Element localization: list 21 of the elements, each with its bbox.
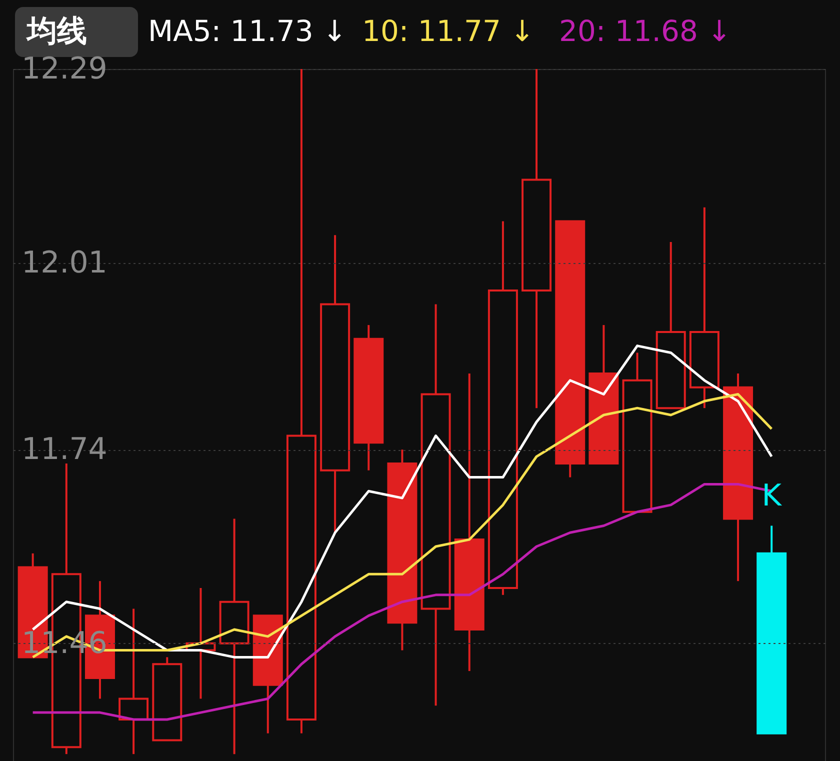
candlestick: [723, 372, 754, 582]
candlestick: [522, 68, 552, 410]
candlestick: [118, 608, 149, 756]
y-tick-label: 12.29: [22, 52, 108, 86]
candlestick: [219, 518, 250, 756]
candlestick: [186, 587, 216, 700]
y-tick-label: 12.01: [22, 245, 108, 280]
chart-title: 均线: [25, 14, 87, 49]
candlestick: [454, 372, 484, 672]
candlestick: [354, 324, 384, 472]
text: 20: 11.68 ↓: [559, 14, 732, 48]
annotation: K: [762, 478, 783, 514]
y-tick-label: 11.74: [22, 432, 108, 468]
candlestick: [387, 448, 418, 652]
candlestick: [689, 206, 720, 410]
candlestick: [286, 68, 316, 734]
text: MA5: 11.73 ↓: [148, 14, 347, 48]
candlestick: [420, 303, 451, 707]
candlestick: [320, 234, 350, 534]
y-tick-label: 11.46: [22, 626, 108, 661]
text: 10: 11.77 ↓: [362, 14, 534, 48]
